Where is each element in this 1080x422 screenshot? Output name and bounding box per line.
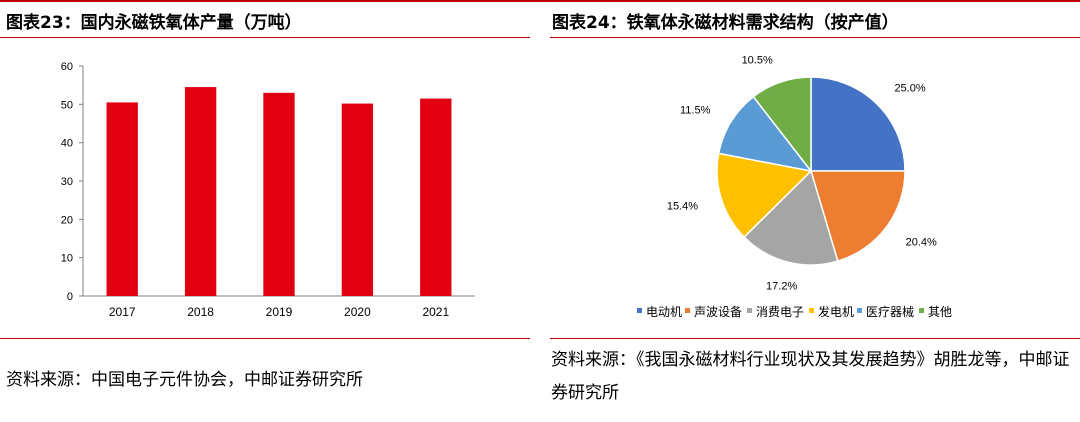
legend-label: 发电机 bbox=[818, 304, 854, 319]
y-tick-label: 10 bbox=[61, 253, 73, 265]
pie-data-label: 10.5% bbox=[742, 54, 773, 66]
y-tick-label: 30 bbox=[61, 176, 73, 188]
pie-slice-2 bbox=[809, 170, 906, 263]
y-tick-label: 0 bbox=[67, 291, 73, 303]
x-tick-label: 2019 bbox=[266, 305, 293, 319]
bar-2019 bbox=[263, 92, 295, 296]
pie-slice-3 bbox=[743, 169, 839, 266]
pie-chart-title: 图表24：铁氧体永磁材料需求结构（按产值） bbox=[552, 13, 899, 33]
legend-swatch bbox=[637, 308, 642, 313]
pie-data-label: 17.2% bbox=[766, 280, 797, 292]
legend-label: 电动机 bbox=[646, 305, 682, 319]
x-tick-label: 2017 bbox=[109, 305, 136, 319]
right-header-rule bbox=[550, 37, 1080, 38]
bar-2020 bbox=[341, 103, 374, 296]
left-footer-rule bbox=[0, 338, 530, 339]
legend-label: 消费电子 bbox=[756, 305, 804, 319]
bar-2018 bbox=[184, 87, 217, 296]
bar-chart-title: 图表23：国内永磁铁氧体产量（万吨） bbox=[6, 13, 302, 33]
legend-label: 医疗器械 bbox=[866, 304, 914, 319]
bar-chart: 0 10 20 30 40 50 60 2017 2018 2019 2020 2021 bbox=[61, 61, 475, 319]
right-footer-rule bbox=[550, 338, 1080, 339]
pie-chart: 25.0% 20.4% 17.2% 15.4% 11.5% 10.5% 电动机 声波设备 消费电… bbox=[637, 54, 952, 319]
legend-swatch bbox=[747, 308, 752, 313]
bar-2021 bbox=[420, 98, 452, 296]
legend-swatch bbox=[857, 308, 862, 313]
y-tick-label: 20 bbox=[61, 214, 73, 226]
y-tick-label: 50 bbox=[61, 99, 73, 111]
legend-label: 声波设备 bbox=[694, 305, 742, 319]
pie-slice-5 bbox=[717, 95, 813, 173]
pie-data-label: 11.5% bbox=[680, 104, 711, 116]
bar-chart-source: 资料来源：中国电子元件协会，中邮证券研究所 bbox=[6, 370, 363, 390]
pie-slice-1 bbox=[810, 76, 906, 172]
legend-label: 其他 bbox=[928, 305, 952, 319]
pie-slice-6 bbox=[752, 76, 812, 174]
pie-data-label: 15.4% bbox=[667, 200, 698, 212]
pie-chart-source: 资料来源：《我国永磁材料行业现状及其发展趋势》胡胜龙等，中邮证券研究所 bbox=[551, 350, 1070, 403]
left-header-rule bbox=[0, 37, 530, 38]
y-tick-label: 60 bbox=[61, 61, 73, 73]
top-rule bbox=[0, 0, 1080, 2]
pie-data-label: 20.4% bbox=[906, 237, 937, 249]
x-tick-label: 2021 bbox=[422, 305, 449, 319]
bar-2017 bbox=[106, 102, 138, 297]
y-tick-label: 40 bbox=[61, 138, 73, 150]
pie-slice-4 bbox=[716, 152, 813, 239]
pie-data-label: 25.0% bbox=[894, 83, 925, 95]
legend-swatch bbox=[919, 308, 924, 313]
legend-swatch bbox=[685, 308, 690, 313]
x-tick-label: 2020 bbox=[344, 305, 371, 319]
legend-swatch bbox=[809, 308, 814, 313]
x-tick-label: 2018 bbox=[187, 305, 214, 319]
